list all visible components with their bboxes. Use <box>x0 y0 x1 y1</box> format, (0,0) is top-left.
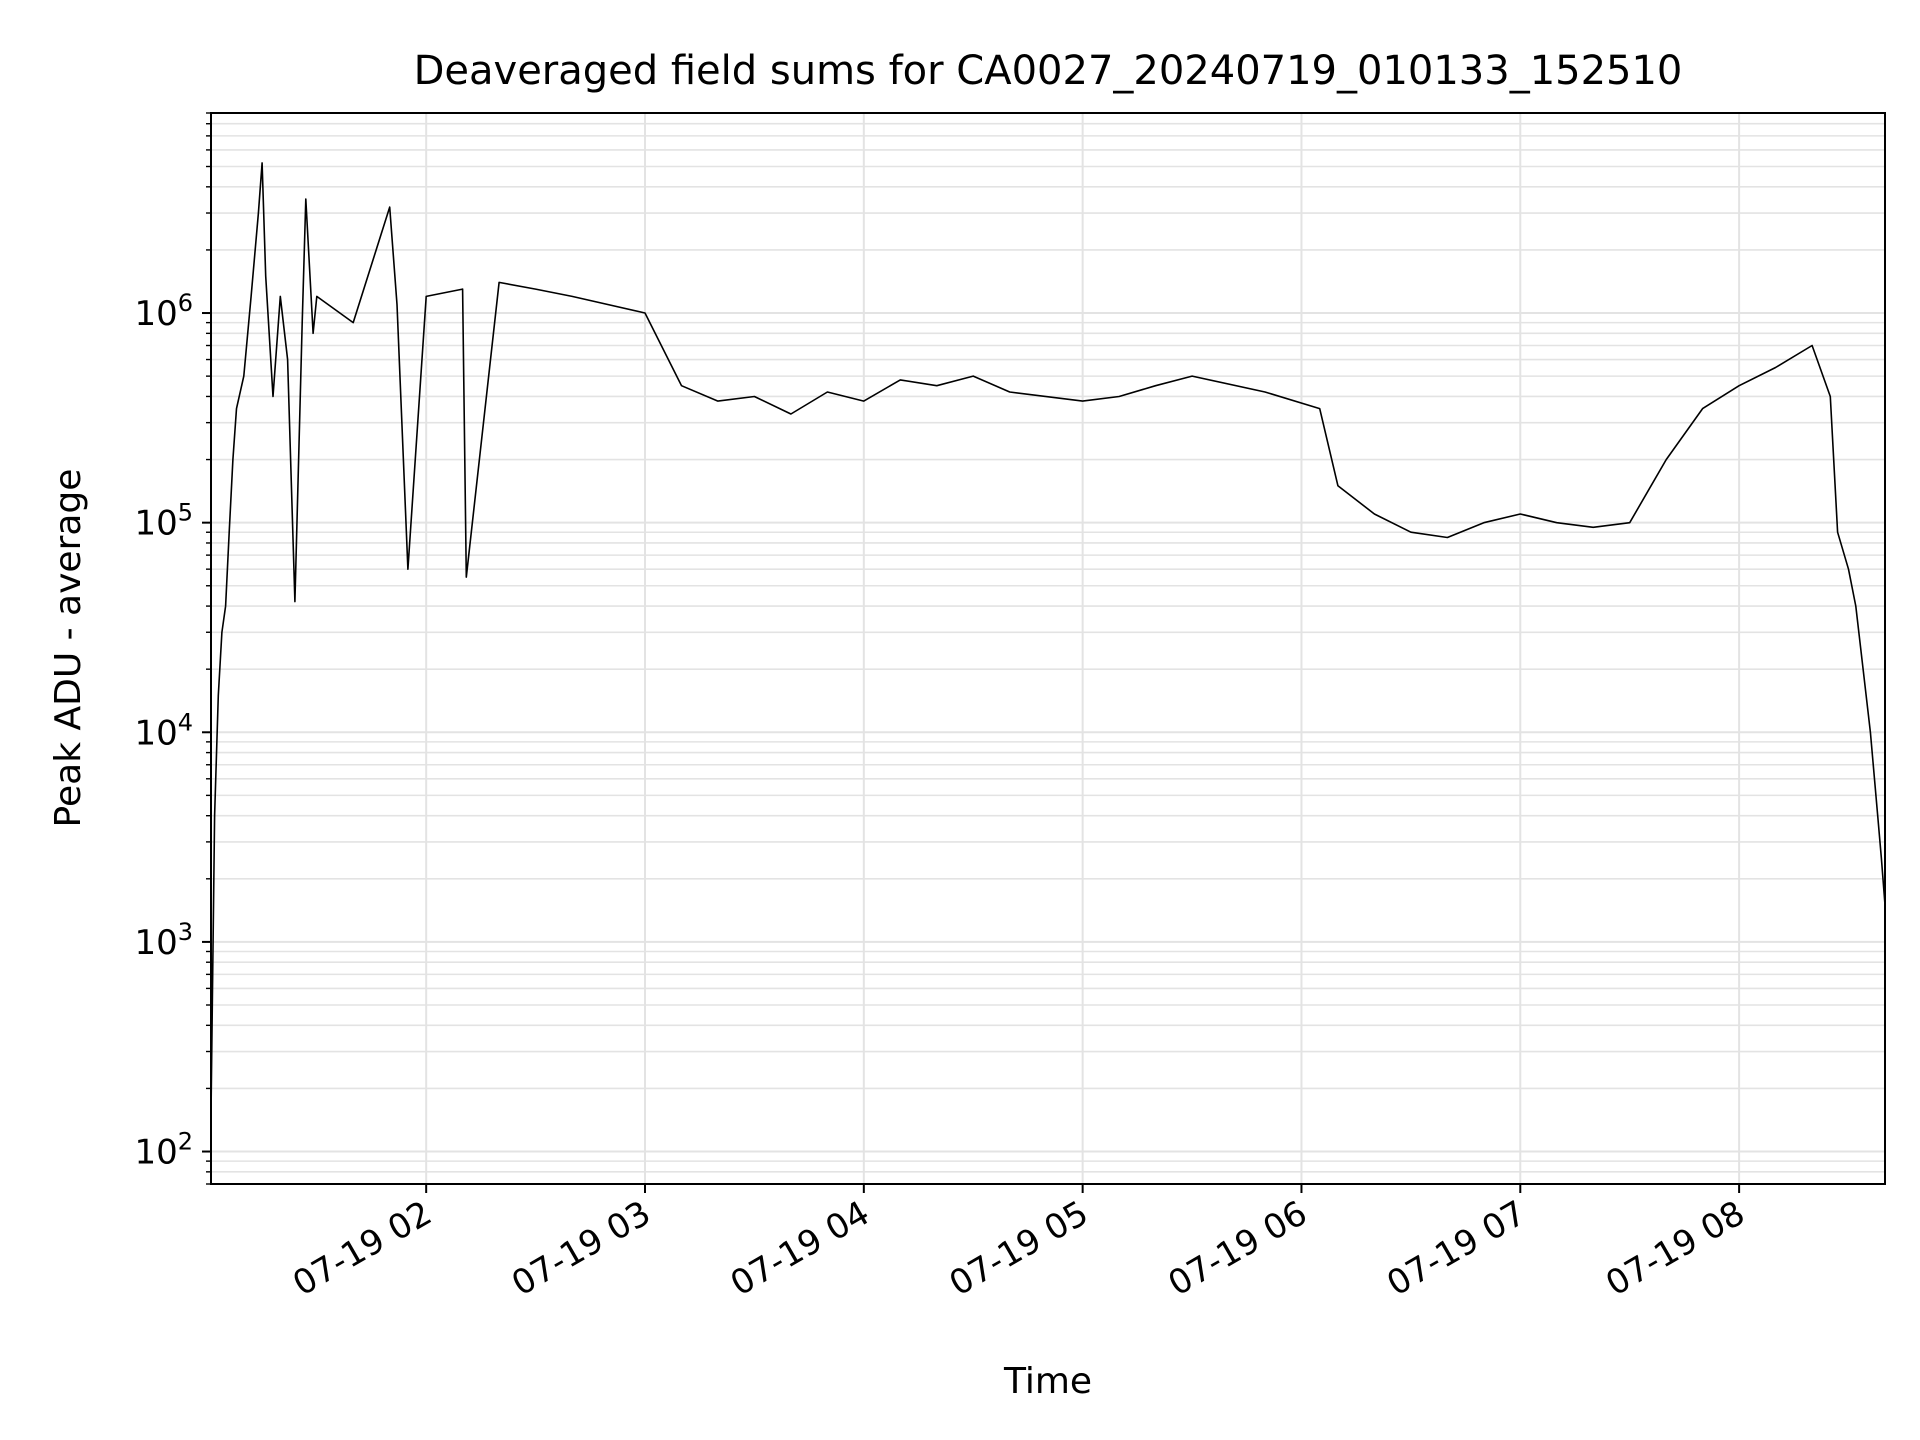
plot-frame <box>210 112 1886 1185</box>
y-tick-label: 106 <box>134 289 193 334</box>
series-layer <box>210 162 1886 1115</box>
series-line <box>210 162 1886 1115</box>
y-tick-label-exponent: 2 <box>178 1128 193 1156</box>
y-tick-label-exponent: 5 <box>178 499 193 527</box>
y-tick-label-exponent: 6 <box>178 289 193 317</box>
y-axis-label: Peak ADU - average <box>48 469 89 828</box>
y-tick-label-exponent: 3 <box>178 918 193 946</box>
x-axis-label: Time <box>1003 1361 1092 1402</box>
y-tick-label-exponent: 4 <box>178 708 193 736</box>
y-tick-label-base: 10 <box>134 294 177 334</box>
y-tick-label-base: 10 <box>134 713 177 753</box>
y-tick-label: 105 <box>134 499 193 544</box>
grid <box>211 112 1885 1185</box>
y-tick-label-base: 10 <box>134 504 177 544</box>
y-tick-label-base: 10 <box>134 923 177 963</box>
y-tick-label-base: 10 <box>134 1133 177 1173</box>
y-tick-label: 103 <box>134 918 193 963</box>
chart-title: Deaveraged field sums for CA0027_2024071… <box>414 48 1683 94</box>
y-tick-label: 102 <box>134 1128 193 1173</box>
y-tick-label: 104 <box>134 708 193 753</box>
